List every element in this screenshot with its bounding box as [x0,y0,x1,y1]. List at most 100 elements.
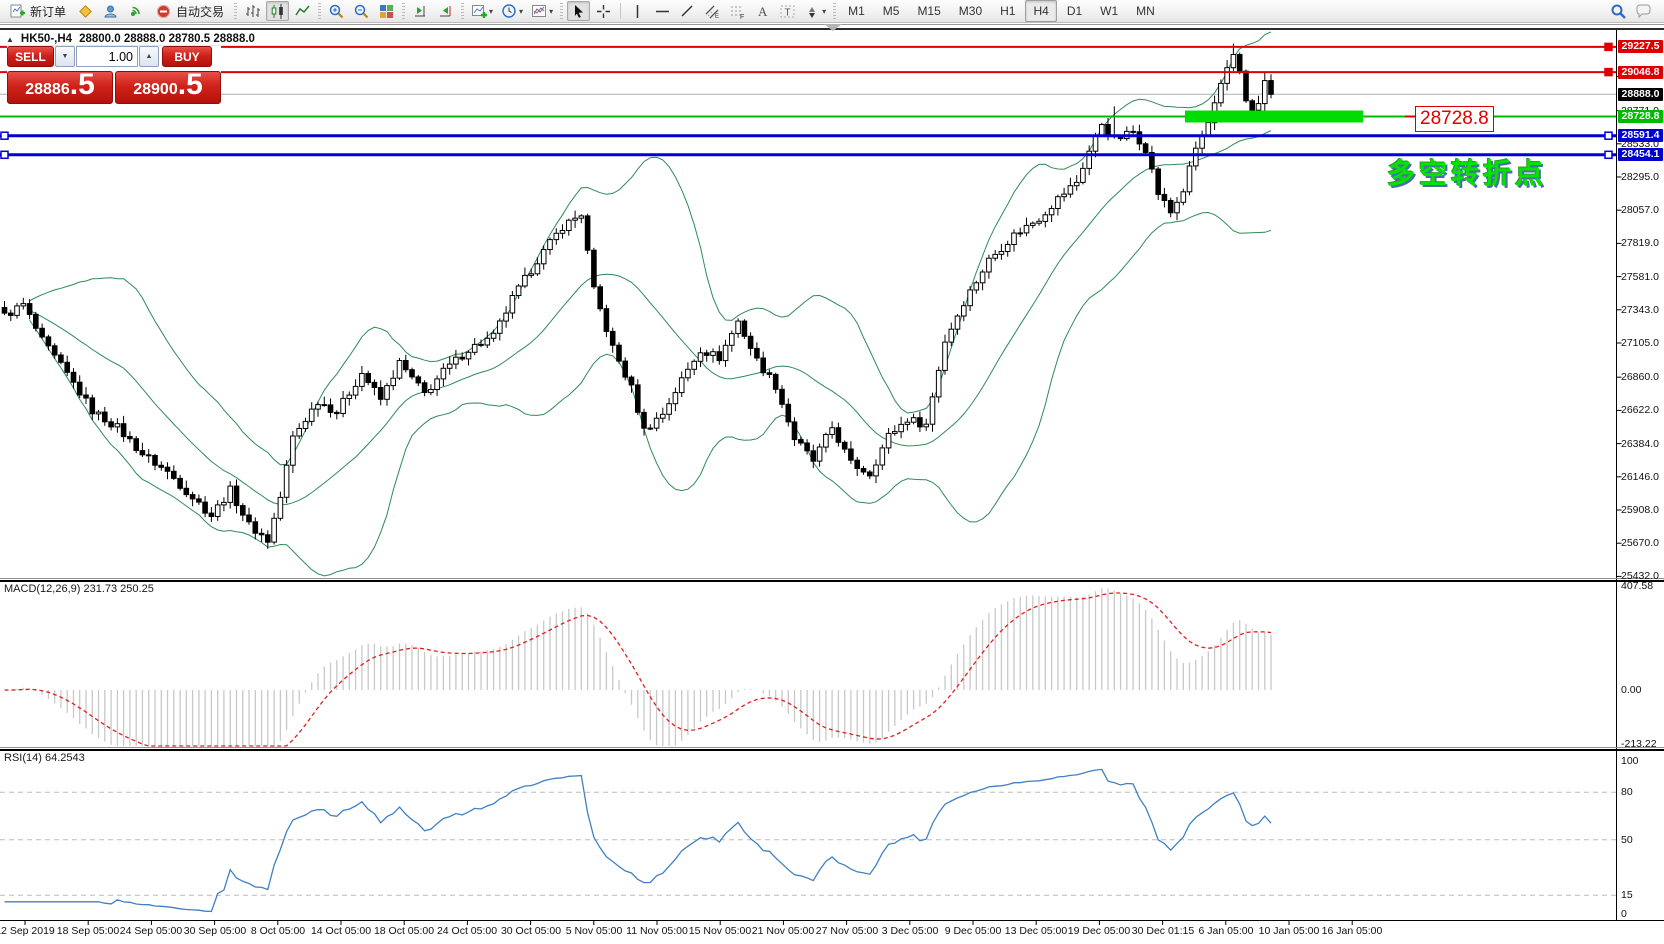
pivot-point-annotation[interactable]: 多空转折点 [1387,158,1548,189]
time-axis-label: 15 Nov 05:00 [688,925,752,937]
volume-decrease-button[interactable]: ▼ [55,46,75,67]
timeframe-button-m1[interactable]: M1 [848,4,865,18]
timeframe-button-h4[interactable]: H4 [1025,0,1057,22]
toolbar-grip [234,3,238,19]
market-depth-button[interactable] [74,1,97,21]
community-button[interactable] [99,1,122,21]
channel-tool[interactable]: E [701,1,724,21]
time-axis-label: 24 Sep 05:00 [119,925,183,937]
crosshair-button[interactable] [592,1,615,21]
timeframe-button-mn[interactable]: MN [1136,4,1155,18]
signal-button[interactable] [124,1,147,21]
horizontal-line-icon [656,10,670,12]
time-axis-label: 21 Nov 05:00 [751,925,815,937]
macd-indicator-label: MACD(12,26,9) 231.73 250.25 [4,583,154,595]
collapse-panel-arrow-icon[interactable]: ▲ [6,34,14,44]
template-icon [532,4,547,17]
dropdown-caret-icon: ▾ [489,6,494,16]
chat-bubble-icon [1636,3,1651,18]
time-axis-label: 30 Dec 01:15 [1131,925,1195,937]
buy-button[interactable]: BUY [162,46,212,67]
price-tick-label: 27819.0 [1621,237,1659,249]
vertical-line-icon [636,4,639,18]
price-line-badge: 29227.5 [1618,40,1663,53]
horizontal-line-tool[interactable] [651,1,674,21]
auto-scroll-button[interactable] [434,1,457,21]
price-line-badge: 28454.1 [1618,148,1663,161]
price-line-badge: 28591.4 [1618,129,1663,142]
chat-button[interactable] [1632,1,1655,21]
time-axis-label: 30 Oct 05:00 [500,925,562,937]
new-order-button[interactable]: 新订单 [3,1,72,21]
macd-axis-label: 0.00 [1621,684,1642,696]
window-splitter-handle[interactable] [824,24,842,31]
autotrading-icon [157,4,171,18]
templates-button[interactable]: ▾ [528,1,556,21]
rsi-axis-label: 0 [1621,908,1627,920]
price-tick-label: 26860.0 [1621,371,1659,383]
timeframe-button-m5[interactable]: M5 [882,4,900,18]
time-axis-label: 5 Nov 05:00 [565,925,623,937]
sell-button[interactable]: SELL [7,46,54,67]
time-axis-label: 18 Sep 05:00 [56,925,120,937]
fibonacci-icon: F [731,6,744,20]
chart-shift-icon [415,5,426,16]
trendline-tool[interactable] [676,1,699,21]
sell-price: 28886 [25,81,70,98]
autotrading-button[interactable]: 自动交易 [149,1,230,21]
time-axis-label: 19 Dec 05:00 [1067,925,1131,937]
search-button[interactable] [1607,1,1630,21]
time-axis-label: 10 Jan 05:00 [1258,925,1320,937]
price-level-callout[interactable]: 28728.8 [1415,106,1494,132]
indicators-button[interactable]: ▾ [468,1,496,21]
svg-text:T: T [785,7,791,18]
periods-button[interactable]: ▾ [498,1,526,21]
arrows-tool[interactable]: ▾ [801,1,829,21]
toolbar-grip [402,3,406,19]
chart-title: ▲ HK50-,H4 28800.0 28888.0 28780.5 28888… [6,33,255,45]
bar-chart-icon [246,4,261,17]
zoom-in-button[interactable] [325,1,348,21]
new-order-icon [10,4,25,17]
rsi-axis-label: 80 [1621,786,1633,798]
zoom-out-icon [354,4,369,18]
add-indicator-icon [472,4,488,18]
chart-shift-button[interactable] [409,1,432,21]
buy-price-button[interactable]: 28900.5 [115,70,221,104]
arrow-shapes-icon [809,6,816,18]
time-axis-label: 12 Sep 2019 [0,925,55,937]
macd-axis-label: -213.22 [1621,738,1657,750]
fibonacci-tool[interactable]: F [726,1,749,21]
buy-price: 28900 [133,81,178,98]
price-line-badge: 28728.8 [1618,110,1663,123]
timeframe-button-m15[interactable]: M15 [917,4,941,18]
sell-price-button[interactable]: 28886.5 [7,70,113,104]
candlestick-chart-icon [271,3,283,19]
timeframe-toolbar: M1 M5 M15 M30 H1 H4 D1 W1 MN [839,0,1164,22]
time-axis-label: 3 Dec 05:00 [881,925,939,937]
equidistant-channel-icon: E [705,5,719,20]
text-label-tool[interactable]: T [776,1,799,21]
macd-axis-label: 407.58 [1621,580,1654,592]
timeframe-button-w1[interactable]: W1 [1100,4,1119,18]
time-axis-label: 6 Jan 05:00 [1198,925,1254,937]
timeframe-button-m30[interactable]: M30 [958,4,983,18]
time-axis-label: 13 Dec 05:00 [1004,925,1068,937]
timeframe-button-h1[interactable]: H1 [1000,4,1016,18]
bar-chart-button[interactable] [241,1,264,21]
tile-windows-button[interactable] [375,1,398,21]
vertical-line-tool[interactable] [626,1,649,21]
line-chart-icon [295,5,310,15]
cursor-button[interactable] [567,1,591,21]
timeframe-button-d1[interactable]: D1 [1066,4,1083,18]
text-tool[interactable]: A [751,1,774,21]
volume-increase-button[interactable]: ▲ [139,46,159,67]
candlestick-chart-button[interactable] [266,1,290,21]
zoom-out-button[interactable] [350,1,373,21]
toolbar-grip [318,3,322,19]
volume-input[interactable] [76,46,138,67]
price-tick-label: 27343.0 [1621,304,1659,316]
price-tick-label: 27581.0 [1621,271,1659,283]
line-chart-button[interactable] [291,1,314,21]
